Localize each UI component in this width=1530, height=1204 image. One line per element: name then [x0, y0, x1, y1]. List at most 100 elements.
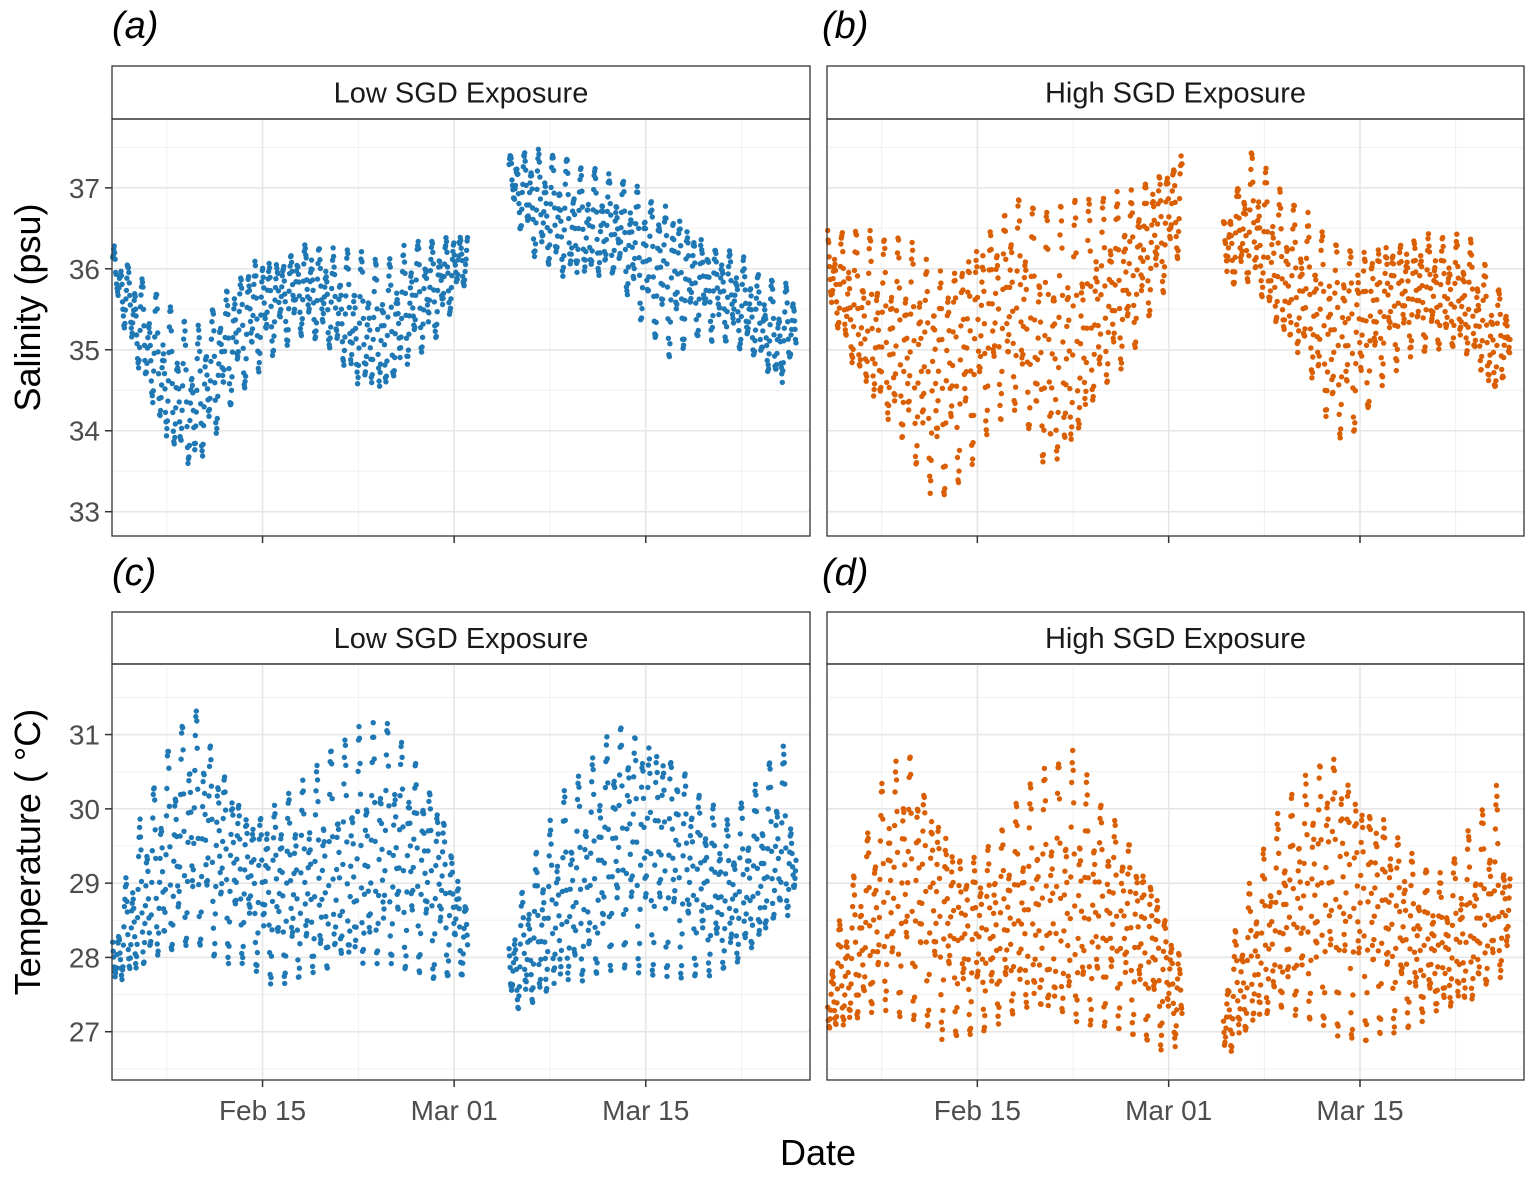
data-point	[846, 1014, 853, 1020]
data-point	[866, 884, 872, 891]
data-point	[1063, 382, 1069, 388]
data-point	[733, 275, 740, 281]
data-point	[1061, 414, 1067, 421]
data-point	[291, 306, 298, 312]
data-point	[1056, 314, 1062, 320]
data-point	[388, 960, 394, 967]
data-point	[1048, 872, 1054, 879]
data-point	[1312, 272, 1319, 278]
data-point	[1266, 946, 1272, 952]
data-point	[518, 223, 524, 229]
data-point	[1253, 264, 1259, 270]
data-point	[578, 920, 584, 927]
data-point	[1406, 333, 1413, 339]
data-point	[775, 836, 781, 842]
data-point	[932, 939, 939, 945]
data-point	[424, 879, 431, 886]
data-point	[399, 754, 405, 760]
data-point	[387, 256, 393, 262]
data-point	[406, 331, 412, 337]
data-point	[338, 950, 345, 956]
data-point	[141, 323, 147, 329]
data-point	[213, 420, 219, 426]
data-point	[1052, 968, 1059, 975]
data-point	[886, 384, 892, 391]
data-point	[136, 357, 142, 363]
data-point	[697, 810, 703, 816]
data-point	[1119, 343, 1125, 349]
data-point	[273, 876, 280, 882]
data-point	[350, 819, 356, 826]
data-point	[216, 361, 222, 367]
data-point	[375, 351, 381, 358]
data-point	[751, 348, 758, 355]
data-point	[767, 766, 773, 772]
data-point	[1092, 879, 1098, 885]
data-point	[451, 920, 457, 927]
data-point	[209, 859, 216, 865]
data-point	[267, 981, 274, 987]
data-point	[315, 837, 322, 843]
data-point	[569, 850, 575, 856]
data-point	[551, 980, 557, 987]
data-point	[381, 892, 388, 898]
data-point	[747, 916, 754, 922]
data-point	[165, 398, 171, 404]
data-point	[1041, 427, 1047, 433]
data-point	[398, 743, 404, 750]
data-point	[739, 815, 745, 821]
data-point	[384, 358, 390, 364]
data-point	[301, 261, 307, 267]
data-point	[129, 330, 135, 336]
data-point	[429, 938, 436, 944]
data-point	[705, 259, 712, 265]
data-point	[955, 479, 962, 486]
data-point	[1015, 882, 1021, 888]
data-point	[595, 897, 601, 903]
data-point	[439, 873, 445, 879]
data-point	[964, 882, 970, 889]
data-point	[612, 806, 618, 812]
data-point	[977, 885, 984, 891]
facet-strip	[111, 65, 811, 120]
data-point	[214, 793, 220, 799]
data-point	[209, 816, 215, 822]
data-point	[882, 269, 888, 276]
data-point	[1086, 916, 1092, 922]
data-point	[310, 953, 317, 959]
data-point	[169, 941, 175, 948]
data-point	[767, 784, 774, 790]
data-point	[936, 875, 943, 882]
data-point	[1084, 792, 1091, 798]
data-point	[1232, 254, 1238, 260]
data-point	[789, 850, 795, 857]
data-point	[1020, 351, 1026, 358]
data-point	[356, 320, 363, 326]
data-point	[1075, 935, 1081, 942]
data-point	[749, 922, 756, 928]
data-point	[401, 259, 408, 265]
data-point	[1504, 323, 1510, 329]
data-point	[704, 878, 710, 884]
data-point	[1046, 379, 1053, 385]
data-point	[547, 832, 553, 838]
data-point	[1224, 268, 1230, 274]
data-point	[696, 312, 702, 318]
data-point	[1007, 888, 1013, 894]
data-point	[284, 342, 290, 348]
data-point	[620, 911, 627, 917]
data-point	[464, 234, 471, 241]
data-point	[1302, 772, 1309, 778]
data-point	[587, 920, 593, 926]
data-point	[438, 906, 444, 912]
data-point	[1089, 975, 1095, 982]
data-point	[660, 763, 666, 769]
data-point	[921, 364, 927, 370]
data-point	[135, 853, 142, 860]
data-point	[251, 857, 257, 863]
data-point	[442, 243, 449, 249]
data-point	[590, 766, 596, 773]
data-point	[1097, 354, 1103, 360]
data-point	[1028, 785, 1034, 791]
data-point	[1268, 278, 1274, 284]
